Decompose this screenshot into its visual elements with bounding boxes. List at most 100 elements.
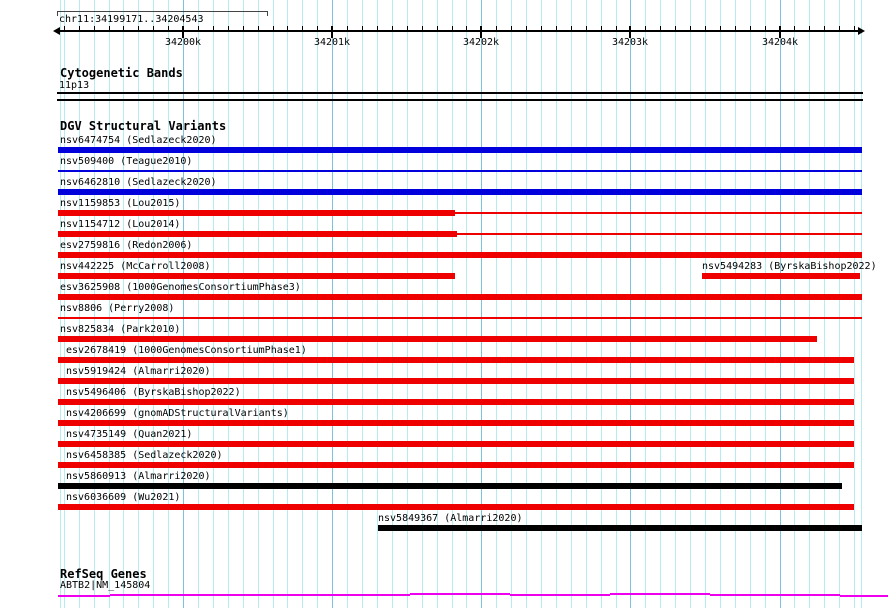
region-bracket-line [57, 11, 268, 12]
variant-bar[interactable] [58, 147, 862, 153]
gene-line-segment[interactable] [510, 594, 610, 596]
variant-label[interactable]: nsv4735149 (Quan2021) [66, 429, 193, 440]
ruler-tick-label: 34200k [164, 37, 202, 48]
variant-label[interactable]: nsv1159853 (Lou2015) [60, 198, 181, 209]
variant-label[interactable]: esv3625908 (1000GenomesConsortiumPhase3) [60, 282, 301, 293]
variant-label[interactable]: nsv8806 (Perry2008) [60, 303, 175, 314]
variant-bar[interactable] [58, 170, 862, 172]
ruler-minor-tick [765, 26, 766, 31]
variant-bar[interactable] [455, 212, 862, 214]
ruler-minor-tick [109, 26, 110, 31]
variant-label[interactable]: nsv442225 (McCarroll2008) [60, 261, 211, 272]
track-title-refseq: RefSeq Genes [60, 567, 147, 581]
variant-bar[interactable] [58, 231, 457, 237]
ruler-minor-tick [824, 26, 825, 31]
ruler-major-tick [629, 26, 631, 38]
variant-bar[interactable] [58, 483, 842, 489]
variant-bar[interactable] [58, 252, 862, 258]
gene-line-segment[interactable] [710, 594, 840, 596]
ruler-minor-tick [362, 26, 363, 31]
ruler-minor-tick [392, 26, 393, 31]
variant-bar[interactable] [58, 378, 854, 384]
region-bracket-end-right [267, 11, 268, 16]
cytogenetic-band-bottom-edge[interactable] [57, 99, 863, 101]
ruler-major-tick [182, 26, 184, 38]
ruler-minor-tick [407, 26, 408, 31]
variant-bar[interactable] [58, 189, 862, 195]
ruler-minor-tick [526, 26, 527, 31]
gene-name-label[interactable]: ABTB2|NM_145804 [60, 580, 151, 591]
ruler-minor-tick [705, 26, 706, 31]
ruler-minor-tick [854, 26, 855, 31]
ruler-axis-line [57, 30, 861, 32]
variant-label[interactable]: nsv5496406 (ByrskaBishop2022) [66, 387, 241, 398]
gene-line-segment[interactable] [110, 594, 410, 596]
ruler-minor-tick [750, 26, 751, 31]
ruler-minor-tick [377, 26, 378, 31]
ruler-minor-tick [243, 26, 244, 31]
ruler-minor-tick [347, 26, 348, 31]
variant-label[interactable]: esv2678419 (1000GenomesConsortiumPhase1) [66, 345, 307, 356]
ruler-minor-tick [556, 26, 557, 31]
ruler-minor-tick [94, 26, 95, 31]
variant-bar[interactable] [378, 525, 862, 531]
gene-line-segment[interactable] [410, 593, 510, 595]
ruler-minor-tick [496, 26, 497, 31]
ruler-minor-tick [735, 26, 736, 31]
variant-bar[interactable] [58, 336, 817, 342]
ruler-minor-tick [123, 26, 124, 31]
variant-bar[interactable] [58, 462, 854, 468]
ruler-minor-tick [601, 26, 602, 31]
cytogenetic-band-top-edge[interactable] [57, 92, 863, 94]
variant-label[interactable]: nsv6458385 (Sedlazeck2020) [66, 450, 223, 461]
ruler-minor-tick [287, 26, 288, 31]
ruler-minor-tick [317, 26, 318, 31]
variant-label[interactable]: nsv825834 (Park2010) [60, 324, 181, 335]
ruler-minor-tick [138, 26, 139, 31]
variant-bar[interactable] [457, 233, 862, 235]
ruler-minor-tick [466, 26, 467, 31]
gene-line-segment[interactable] [610, 593, 710, 595]
ruler-minor-tick [586, 26, 587, 31]
ruler-minor-tick [809, 26, 810, 31]
ruler-left-arrow-icon [53, 27, 60, 35]
variant-label[interactable]: nsv5919424 (Almarri2020) [66, 366, 211, 377]
ruler-tick-label: 34202k [462, 37, 500, 48]
variant-label[interactable]: nsv6474754 (Sedlazeck2020) [60, 135, 217, 146]
variant-bar[interactable] [58, 210, 455, 216]
variant-label[interactable]: nsv1154712 (Lou2014) [60, 219, 181, 230]
variant-label[interactable]: nsv5860913 (Almarri2020) [66, 471, 211, 482]
ruler-minor-tick [690, 26, 691, 31]
ruler-minor-tick [258, 26, 259, 31]
gene-line-segment[interactable] [58, 595, 110, 597]
ruler-minor-tick [228, 26, 229, 31]
ruler-minor-tick [616, 26, 617, 31]
variant-bar[interactable] [58, 420, 854, 426]
variant-label[interactable]: nsv6036609 (Wu2021) [66, 492, 181, 503]
ruler-minor-tick [571, 26, 572, 31]
track-title-cytogenetic: Cytogenetic Bands [60, 66, 183, 80]
variant-bar[interactable] [58, 441, 854, 447]
ruler-right-arrow-icon [858, 27, 865, 35]
variant-label[interactable]: nsv5849367 (Almarri2020) [378, 513, 523, 524]
variant-bar[interactable] [58, 504, 854, 510]
variant-bar[interactable] [58, 294, 862, 300]
ruler-minor-tick [720, 26, 721, 31]
variant-bar[interactable] [58, 357, 854, 363]
ruler-minor-tick [168, 26, 169, 31]
cytogenetic-band-label[interactable]: 11p13 [59, 80, 90, 91]
variant-label[interactable]: esv2759816 (Redon2006) [60, 240, 193, 251]
gene-line-segment[interactable] [840, 595, 888, 597]
ruler-major-tick [480, 26, 482, 38]
ruler-major-tick [331, 26, 333, 38]
variant-bar[interactable] [702, 273, 860, 279]
variant-label[interactable]: nsv4206699 (gnomADStructuralVariants) [66, 408, 289, 419]
variant-label[interactable]: nsv509400 (Teague2010) [60, 156, 193, 167]
variant-label[interactable]: nsv6462810 (Sedlazeck2020) [60, 177, 217, 188]
variant-bar[interactable] [58, 317, 862, 319]
variant-label[interactable]: nsv5494283 (ByrskaBishop2022) [702, 261, 877, 272]
variant-bar[interactable] [58, 399, 854, 405]
ruler-tick-label: 34203k [611, 37, 649, 48]
variant-bar[interactable] [58, 273, 455, 279]
